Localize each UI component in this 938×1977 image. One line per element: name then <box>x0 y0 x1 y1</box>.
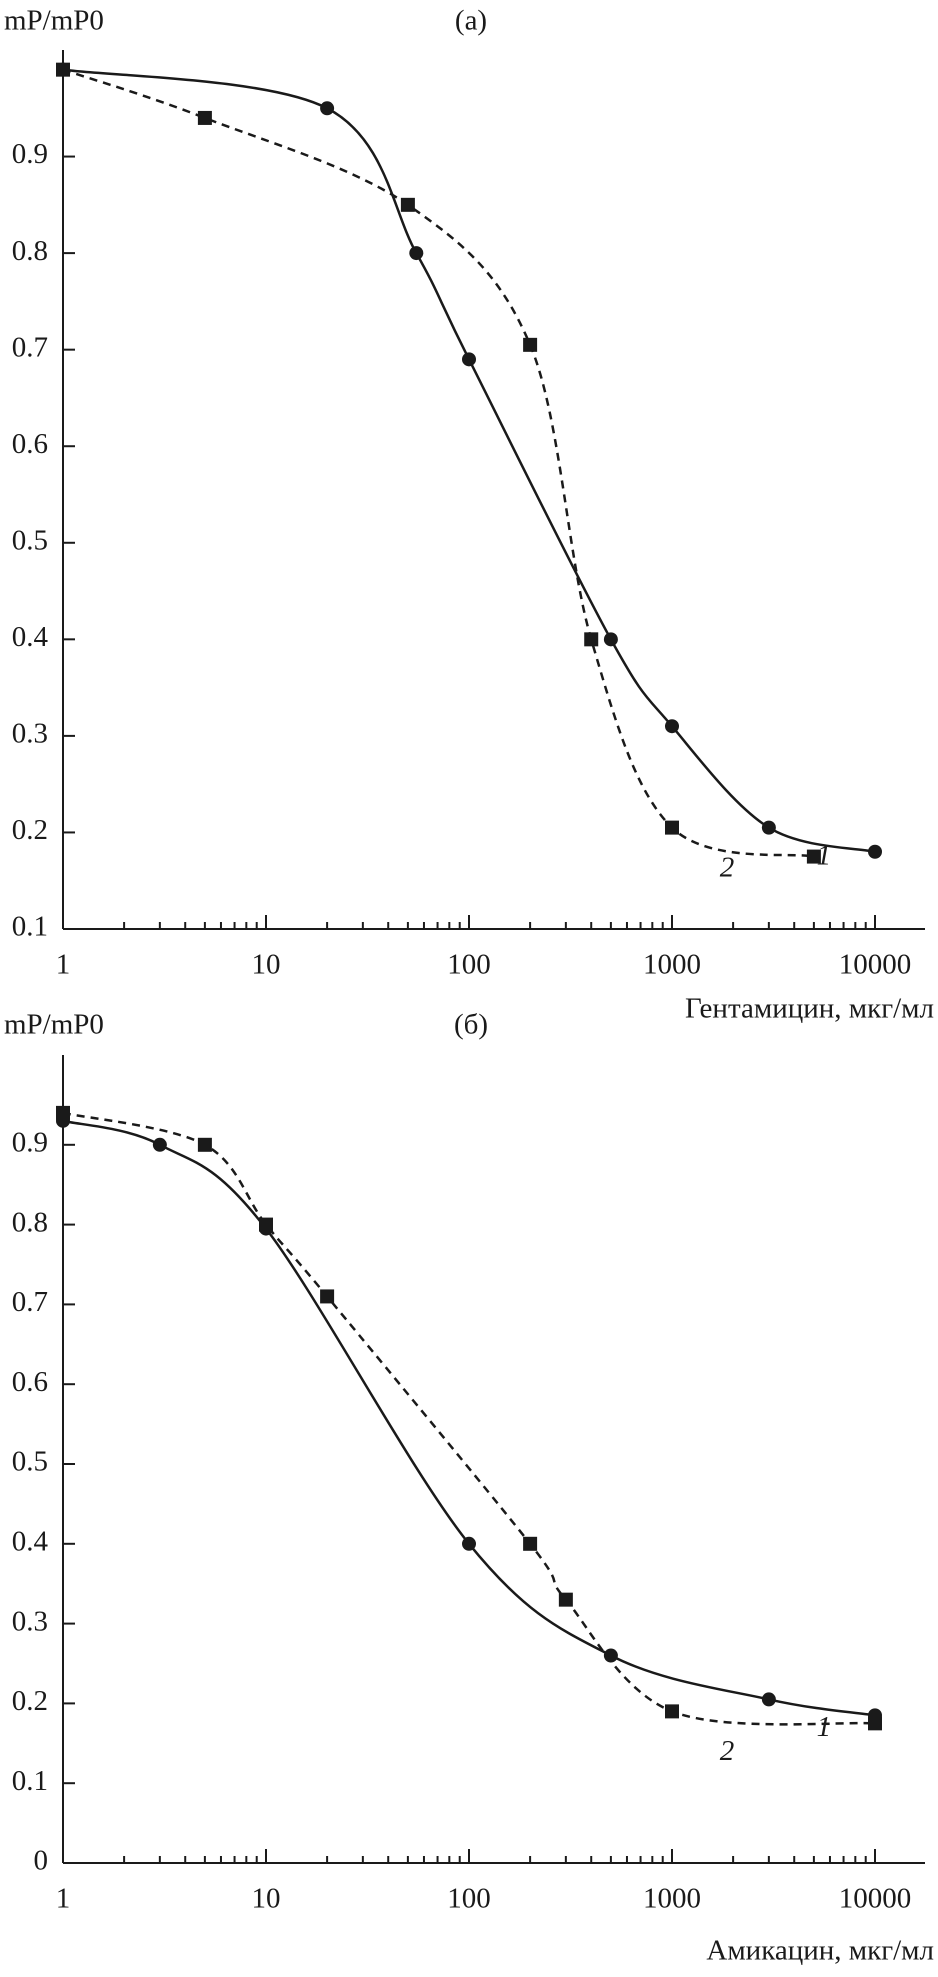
point <box>603 632 618 647</box>
y-tick-label: 0.1 <box>12 911 48 943</box>
point <box>761 820 776 835</box>
y-tick-label: 0.3 <box>12 718 48 750</box>
y-tick-label: 0.6 <box>12 1366 48 1398</box>
point <box>320 1289 335 1304</box>
x-tick-label: 10000 <box>839 1883 912 1915</box>
chart-title: (a) <box>455 5 487 37</box>
point <box>603 1648 618 1663</box>
y-tick-label: 0.7 <box>12 1286 48 1318</box>
x-tick-label: 100 <box>447 1883 491 1915</box>
y-tick-label: 0.8 <box>12 1206 48 1238</box>
series-label: 2 <box>720 1735 735 1767</box>
point <box>665 1704 679 1719</box>
y-tick-label: 0.6 <box>12 428 48 460</box>
y-tick-label: 0.4 <box>12 1525 49 1557</box>
point <box>665 820 679 835</box>
x-tick-label: 10 <box>252 1883 281 1915</box>
point <box>806 849 821 864</box>
x-axis-label: Амикацин, мкг/мл <box>706 1935 934 1967</box>
x-tick-label: 1 <box>56 949 71 981</box>
point <box>868 844 882 859</box>
x-tick-label: 1000 <box>643 1883 701 1915</box>
y-tick-label: 0.7 <box>12 331 48 363</box>
point <box>320 101 335 116</box>
y-axis-label: mP/mP0 <box>4 5 104 37</box>
y-tick-label: 0.5 <box>12 1446 48 1478</box>
point <box>197 110 212 125</box>
y-tick-label: 0.4 <box>12 621 49 653</box>
point <box>152 1137 167 1152</box>
y-tick-label: 0.8 <box>12 235 48 267</box>
series-line <box>62 68 815 858</box>
point <box>462 352 476 367</box>
x-axis-label: Гентамицин, мкг/мл <box>685 993 934 1025</box>
point <box>868 1716 882 1731</box>
x-tick-label: 1000 <box>643 949 701 981</box>
point <box>761 1692 776 1707</box>
y-tick-label: 0.9 <box>12 1126 48 1158</box>
x-tick-label: 10 <box>252 949 281 981</box>
x-tick-label: 10000 <box>839 949 912 981</box>
y-tick-label: 0.5 <box>12 524 48 556</box>
chart-title: (б) <box>454 1009 488 1041</box>
y-tick-label: 0.2 <box>12 814 48 846</box>
point <box>56 1105 70 1120</box>
series-line <box>62 1119 876 1717</box>
point <box>523 1536 538 1551</box>
point <box>584 632 599 647</box>
series-line <box>62 1111 876 1726</box>
point <box>56 62 70 77</box>
y-tick-label: 0.3 <box>12 1605 48 1637</box>
y-axis-label: mP/mP0 <box>4 1009 104 1041</box>
y-tick-label: 0.2 <box>12 1685 48 1717</box>
series-label: 1 <box>817 1711 832 1743</box>
y-tick-label: 0.1 <box>12 1765 48 1797</box>
series-label: 2 <box>720 851 735 883</box>
point <box>259 1217 273 1232</box>
y-tick-label: 0 <box>34 1845 49 1877</box>
point <box>523 337 538 352</box>
point <box>197 1137 212 1152</box>
point <box>409 246 424 261</box>
point <box>665 719 679 734</box>
x-tick-label: 1 <box>56 1883 71 1915</box>
y-tick-label: 0.9 <box>12 138 48 170</box>
x-tick-label: 100 <box>447 949 491 981</box>
point <box>558 1592 573 1607</box>
series-line <box>62 68 876 853</box>
point <box>462 1536 476 1551</box>
point <box>400 197 415 212</box>
